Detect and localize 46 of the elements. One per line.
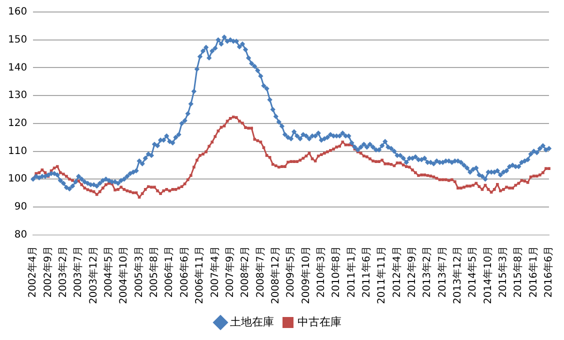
legend-label: 土地在庫 (230, 315, 274, 328)
x-tick-label: 2008年12月 (269, 246, 282, 304)
x-tick-label: 2003年7月 (72, 246, 84, 298)
x-tick-label: 2005年3月 (132, 246, 145, 298)
y-tick-label: 100 (8, 174, 28, 185)
x-tick-label: 2007年9月 (224, 246, 236, 298)
x-tick-label: 2008年7月 (254, 246, 266, 298)
y-tick-label: 80 (14, 229, 28, 240)
x-tick-label: 2013年12月 (452, 246, 464, 304)
x-tick-label: 2002年9月 (42, 246, 54, 298)
x-tick-label: 2003年2月 (57, 246, 70, 298)
x-tick-label: 2011年11月 (376, 246, 388, 304)
x-tick-label: 2008年2月 (239, 246, 252, 298)
x-tick-label: 2014年5月 (466, 246, 479, 298)
legend-label: 中古在庫 (298, 315, 342, 328)
x-tick-label: 2006年1月 (163, 246, 176, 298)
x-tick-label: 2002年4月 (26, 246, 39, 298)
x-tick-label: 2014年10月 (482, 246, 494, 304)
y-tick-label: 160 (8, 6, 28, 18)
x-tick-label: 2003年12月 (87, 246, 100, 304)
x-tick-label: 2013年2月 (421, 246, 434, 298)
x-tick-label: 2004年5月 (102, 246, 115, 298)
y-tick-label: 150 (8, 34, 28, 46)
x-tick-label: 2010年8月 (330, 246, 342, 298)
x-tick-label: 2006年6月 (178, 246, 190, 298)
x-tick-label: 2005年8月 (148, 246, 160, 298)
x-tick-label: 2011年6月 (360, 246, 373, 298)
x-tick-label: 2010年3月 (314, 246, 327, 298)
x-tick-label: 2009年10月 (300, 246, 312, 304)
x-tick-label: 2015年3月 (497, 246, 510, 298)
x-tick-label: 2015年8月 (512, 246, 524, 298)
x-tick-label: 2012年9月 (406, 246, 418, 298)
x-tick-label: 2013年7月 (436, 246, 448, 298)
x-tick-label: 2004年10月 (118, 246, 130, 304)
x-tick-label: 2011年1月 (345, 246, 358, 298)
x-tick-label: 2016年1月 (527, 246, 540, 298)
x-tick-label: 2012年4月 (390, 246, 403, 298)
y-tick-label: 120 (8, 118, 28, 130)
x-tick-label: 2016年6月 (542, 246, 555, 298)
x-tick-label: 2006年11月 (194, 246, 206, 304)
x-tick-label: 2007年4月 (208, 246, 221, 298)
x-tick-label: 2009年5月 (284, 246, 297, 298)
y-tick-label: 140 (8, 62, 28, 74)
y-tick-label: 110 (8, 146, 28, 157)
y-tick-label: 90 (14, 202, 28, 213)
y-tick-label: 130 (8, 90, 28, 102)
